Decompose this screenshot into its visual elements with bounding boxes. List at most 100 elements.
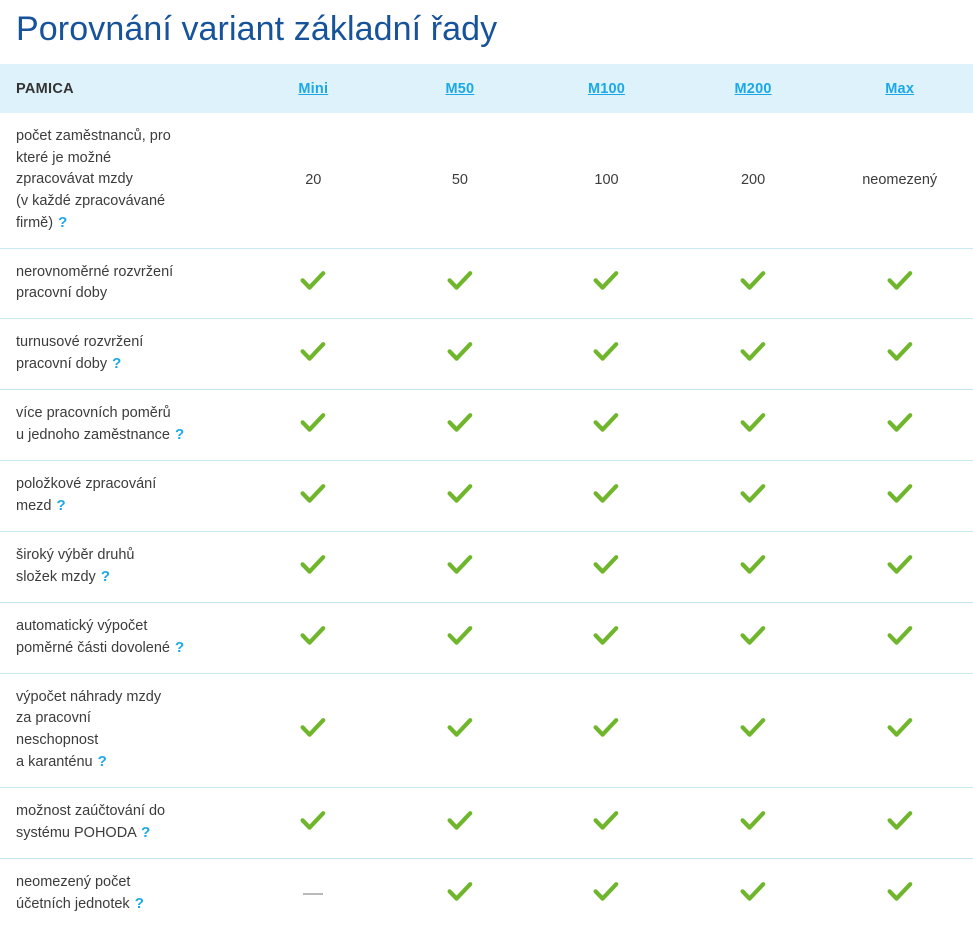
table-row: nerovnoměrné rozvržení pracovní doby	[0, 248, 973, 319]
feature-label-cell: počet zaměstnanců, pro které je možné zpra…	[0, 113, 240, 249]
check-icon	[300, 483, 326, 505]
feature-label-line: neomezený počet	[16, 873, 131, 890]
value-cell-mini	[240, 318, 387, 390]
table-body: počet zaměstnanců, pro které je možné zpra…	[0, 113, 973, 929]
check-icon	[887, 810, 913, 832]
help-question-icon[interactable]: ?	[175, 426, 185, 443]
check-icon	[447, 554, 473, 576]
value-cell-m50	[386, 602, 534, 674]
feature-label-line: mezd	[16, 498, 52, 514]
value-cell-mini	[240, 858, 387, 929]
value-cell-max	[826, 248, 973, 319]
value-cell-mini	[240, 787, 387, 859]
value-cell-m100	[533, 248, 680, 319]
feature-label-cell: výpočet náhrady mzdy za pracovní neschopno…	[0, 673, 240, 788]
feature-label-line: počet zaměstnanců, pro	[16, 128, 171, 144]
value-cell-mini	[240, 531, 387, 603]
check-icon	[740, 483, 766, 505]
help-question-icon[interactable]: ?	[56, 497, 66, 514]
variant-comparison-table: PAMICA Mini M50 M100 M200 Max počet zamě…	[0, 64, 973, 929]
check-icon	[593, 717, 619, 739]
variant-link-max[interactable]: Max	[885, 81, 915, 97]
help-question-icon[interactable]: ?	[58, 214, 68, 231]
value-text: 20	[305, 172, 322, 189]
check-icon	[447, 881, 473, 903]
feature-label-cell: turnusové rozvržení pracovní doby ?	[0, 318, 240, 390]
value-cell-m100: 100	[533, 113, 680, 249]
help-question-icon[interactable]: ?	[175, 639, 185, 656]
feature-label-line: poměrné části dovolené	[16, 640, 170, 656]
value-cell-m50	[386, 460, 534, 532]
feature-label-cell: možnost zaúčtování do systému POHODA ?	[0, 787, 240, 859]
value-cell-mini	[240, 248, 387, 319]
value-cell-m200	[679, 531, 827, 603]
check-icon	[300, 554, 326, 576]
check-icon	[593, 270, 619, 292]
value-cell-mini	[240, 460, 387, 532]
feature-label-cell: více pracovních poměrů u jednoho zaměstna…	[0, 389, 240, 461]
check-icon	[593, 625, 619, 647]
check-icon	[447, 810, 473, 832]
table-row: položkové zpracování mezd ?	[0, 460, 973, 532]
check-icon	[740, 270, 766, 292]
comparison-page: Porovnání variant základní řady PAMICA M…	[0, 10, 973, 912]
value-cell-max	[826, 389, 973, 461]
help-question-icon[interactable]: ?	[97, 753, 107, 770]
feature-label-line: nerovnoměrné rozvržení	[16, 263, 174, 280]
value-cell-m200	[679, 389, 827, 461]
table-row: neomezený počet účetních jednotek ?	[0, 858, 973, 929]
feature-label-line: neschopnost	[16, 731, 99, 748]
check-icon	[300, 810, 326, 832]
value-cell-max: neomezený	[826, 113, 973, 249]
feature-label-cell: automatický výpočet poměrné části dovolen…	[0, 602, 240, 674]
check-icon	[887, 483, 913, 505]
value-cell-m200	[679, 460, 827, 532]
table-row: počet zaměstnanců, pro které je možné zpra…	[0, 113, 973, 249]
value-cell-m200: 200	[679, 113, 827, 249]
check-icon	[300, 625, 326, 647]
feature-label-line: (v každé zpracovávané	[16, 192, 166, 209]
help-question-icon[interactable]: ?	[112, 355, 122, 372]
check-icon	[887, 341, 913, 363]
check-icon	[593, 341, 619, 363]
table-row: automatický výpočet poměrné části dovolen…	[0, 602, 973, 674]
feature-label-cell: široký výběr druhů složek mzdy ?	[0, 531, 240, 603]
variant-link-m200[interactable]: M200	[734, 81, 772, 97]
table-header: PAMICA Mini M50 M100 M200 Max	[0, 64, 973, 113]
check-icon	[740, 341, 766, 363]
help-question-icon[interactable]: ?	[134, 895, 144, 912]
check-icon	[887, 554, 913, 576]
feature-label-line: možnost zaúčtování do	[16, 802, 166, 819]
value-cell-m100	[533, 787, 680, 859]
value-text: neomezený	[862, 172, 938, 189]
feature-label-line: které je možné	[16, 149, 112, 166]
page-title: Porovnání variant základní řady	[16, 10, 498, 48]
feature-label-line: za pracovní	[16, 710, 91, 726]
value-cell-mini	[240, 673, 387, 788]
variant-link-m50[interactable]: M50	[445, 81, 475, 97]
value-cell-m50	[386, 389, 534, 461]
variant-header-max: Max	[826, 64, 973, 113]
value-cell-m50	[386, 248, 534, 319]
variant-link-m100[interactable]: M100	[587, 81, 626, 97]
check-icon	[740, 412, 766, 434]
feature-label-line: u jednoho zaměstnance	[16, 427, 170, 443]
check-icon	[447, 717, 473, 739]
check-icon	[447, 270, 473, 292]
value-cell-max	[826, 318, 973, 390]
variant-header-m100: M100	[533, 64, 680, 113]
help-question-icon[interactable]: ?	[100, 568, 110, 585]
value-cell-max	[826, 673, 973, 788]
check-icon	[887, 625, 913, 647]
check-icon	[593, 412, 619, 434]
check-icon	[740, 810, 766, 832]
feature-label-line: firmě)	[16, 215, 54, 231]
help-question-icon[interactable]: ?	[141, 824, 151, 841]
variant-link-mini[interactable]: Mini	[298, 81, 329, 97]
table-row: turnusové rozvržení pracovní doby ?	[0, 318, 973, 390]
feature-label-line: zpracovávat mzdy	[16, 171, 133, 187]
value-cell-m200	[679, 318, 827, 390]
value-cell-max	[826, 531, 973, 603]
check-icon	[740, 554, 766, 576]
value-cell-m200	[679, 787, 827, 859]
